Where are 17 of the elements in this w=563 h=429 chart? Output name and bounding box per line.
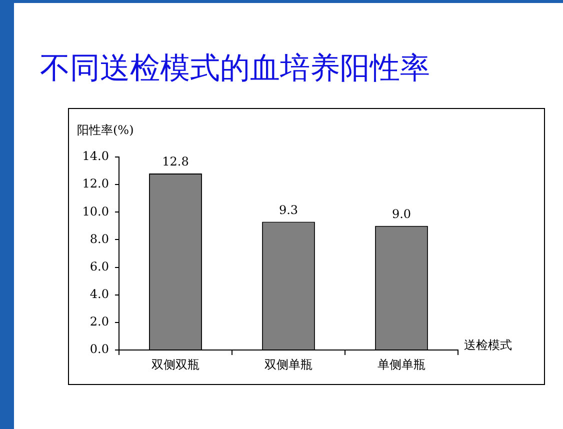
data-label: 12.8: [162, 154, 189, 169]
y-tick-label: 2.0: [90, 314, 109, 329]
x-axis-title: 送检模式: [464, 338, 512, 352]
y-tick-label: 8.0: [90, 232, 109, 246]
data-label: 9.0: [392, 207, 412, 222]
y-tick-label: 14.0: [82, 149, 109, 164]
y-tick-label: 4.0: [90, 286, 109, 301]
y-tick-label: 6.0: [90, 259, 109, 274]
x-tick-label: 双侧单瓶: [264, 357, 312, 372]
y-tick-label: 12.0: [82, 176, 109, 191]
x-tick-label: 双侧双瓶: [152, 357, 200, 372]
y-tick-label: 10.0: [82, 204, 109, 218]
y-axis-title: 阳性率(%): [77, 123, 134, 138]
data-label: 9.3: [278, 202, 298, 217]
x-tick-label: 单侧单瓶: [378, 357, 426, 372]
y-tick-label: 0.0: [90, 342, 109, 356]
chart-title: 不同送检模式的血培养阳性率: [40, 50, 431, 88]
